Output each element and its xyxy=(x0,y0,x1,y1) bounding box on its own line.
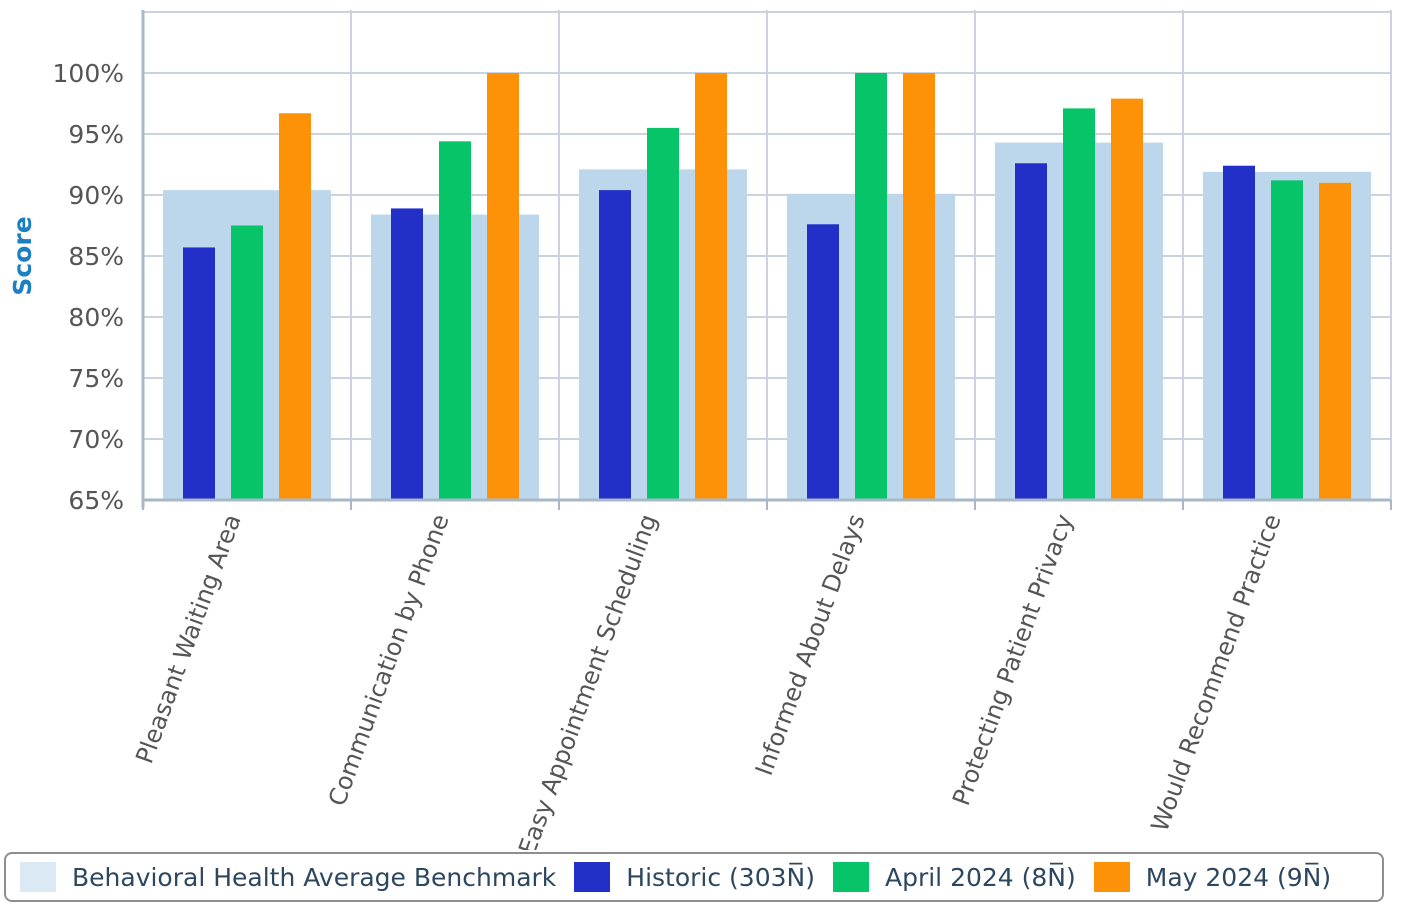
bar-april xyxy=(439,141,471,500)
legend-swatch-april xyxy=(832,862,869,892)
bar-april xyxy=(855,73,887,500)
y-tick-label: 65% xyxy=(68,486,124,515)
bar-historic xyxy=(1015,163,1047,500)
bar-april xyxy=(1063,108,1095,500)
bar-historic xyxy=(807,224,839,500)
series-bars xyxy=(183,73,1351,501)
legend-swatch-may xyxy=(1093,862,1130,892)
bar-chart: 65% 70% 75% 80% 85% 90% 95% 100% Pleasant Waiti… xyxy=(8,10,1392,858)
x-tick-labels: Pleasant Waiting Area Communication by Ph… xyxy=(130,510,1287,858)
bar-historic xyxy=(183,247,215,500)
y-tick-label: 80% xyxy=(68,303,124,332)
bar-may xyxy=(487,73,519,500)
bar-may xyxy=(279,113,311,500)
x-tick-label: Protecting Patient Privacy xyxy=(947,510,1079,809)
axes xyxy=(141,10,1392,510)
x-tick-label: Informed About Delays xyxy=(750,510,871,779)
bar-historic xyxy=(599,190,631,500)
bar-april xyxy=(1271,180,1303,501)
y-tick-label: 85% xyxy=(68,242,124,271)
y-axis-title: Score xyxy=(8,216,37,295)
legend-item-benchmark[interactable]: Behavioral Health Average Benchmark xyxy=(20,862,556,892)
gridlines xyxy=(142,10,1392,500)
bar-historic xyxy=(1223,165,1255,500)
y-tick-label: 100% xyxy=(53,59,124,88)
y-tick-label: 75% xyxy=(68,364,124,393)
x-tick-label: Easy Appointment Scheduling xyxy=(513,510,662,850)
legend-label-benchmark: Behavioral Health Average Benchmark xyxy=(72,862,557,892)
bar-may xyxy=(1111,98,1143,501)
bar-april xyxy=(231,225,263,500)
x-tick-label: Would Recommend Practice xyxy=(1146,510,1287,835)
legend-label-april: April 2024 (8N̅) xyxy=(884,862,1076,892)
x-tick-label: Communication by Phone xyxy=(323,510,455,809)
bar-april xyxy=(647,127,679,501)
legend: Behavioral Health Average Benchmark Hist… xyxy=(4,852,1384,902)
bar-historic xyxy=(391,208,423,501)
bar-may xyxy=(695,73,727,500)
y-tick-label: 70% xyxy=(68,425,124,454)
y-tick-label: 95% xyxy=(68,120,124,149)
legend-item-historic[interactable]: Historic (303N̅) xyxy=(574,862,815,892)
x-tick-label: Pleasant Waiting Area xyxy=(130,510,246,767)
legend-label-may: May 2024 (9N̅) xyxy=(1145,862,1332,892)
legend-item-april[interactable]: April 2024 (8N̅) xyxy=(832,862,1076,892)
legend-swatch-benchmark xyxy=(20,862,56,892)
legend-swatch-historic xyxy=(574,862,611,892)
legend-label-historic: Historic (303N̅) xyxy=(626,862,815,892)
y-tick-label: 90% xyxy=(68,181,124,210)
bar-may xyxy=(1319,182,1351,501)
y-tick-labels: 65% 70% 75% 80% 85% 90% 95% 100% xyxy=(53,59,124,515)
bar-may xyxy=(903,73,935,500)
legend-item-may[interactable]: May 2024 (9N̅) xyxy=(1093,862,1332,892)
